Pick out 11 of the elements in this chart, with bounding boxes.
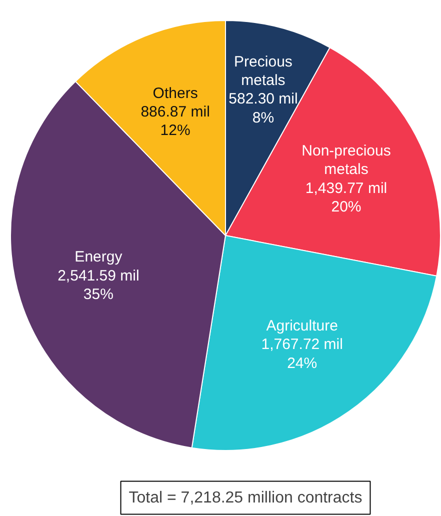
data-label: 1,439.77 mil 20% bbox=[305, 180, 388, 216]
text: Total = 7,218.25 million contracts bbox=[128, 489, 362, 506]
slice-label: Non-precious metals bbox=[302, 142, 391, 178]
slice-label: Others bbox=[152, 84, 198, 102]
data-label: 1,767.72 mil 24% bbox=[261, 336, 343, 372]
slice-label: Precious metals bbox=[234, 53, 292, 89]
data-label: 886.87 mil 12% bbox=[140, 104, 210, 140]
slice-label: Energy bbox=[74, 248, 123, 266]
data-label: 2,541.59 mil 35% bbox=[58, 267, 140, 304]
slice-label: Agriculture bbox=[266, 317, 338, 334]
data-label: 582.30 mil 8% bbox=[228, 90, 298, 126]
